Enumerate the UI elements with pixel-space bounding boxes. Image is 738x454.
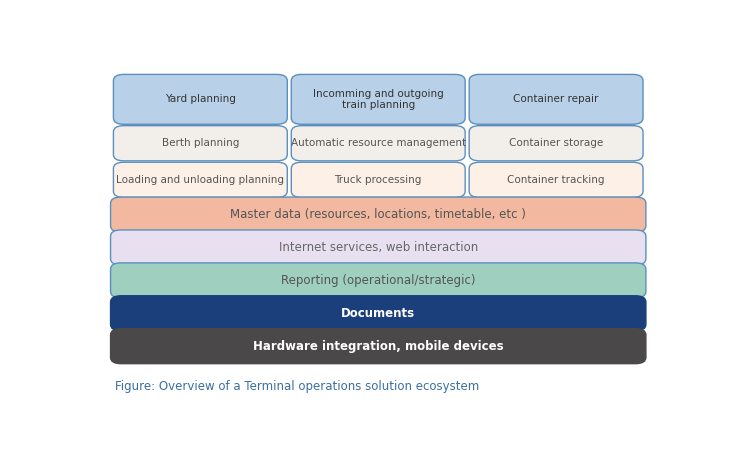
FancyBboxPatch shape [114,74,287,124]
Text: Container repair: Container repair [514,94,599,104]
FancyBboxPatch shape [292,162,465,197]
FancyBboxPatch shape [469,162,643,197]
Text: Hardware integration, mobile devices: Hardware integration, mobile devices [253,340,503,353]
Text: Container storage: Container storage [509,138,603,148]
Text: Incomming and outgoing
train planning: Incomming and outgoing train planning [313,89,444,110]
Text: Loading and unloading planning: Loading and unloading planning [117,175,284,185]
FancyBboxPatch shape [469,74,643,124]
FancyBboxPatch shape [292,126,465,161]
FancyBboxPatch shape [111,263,646,298]
Text: Berth planning: Berth planning [162,138,239,148]
FancyBboxPatch shape [114,162,287,197]
FancyBboxPatch shape [111,197,646,232]
FancyBboxPatch shape [292,74,465,124]
FancyBboxPatch shape [114,126,287,161]
FancyBboxPatch shape [111,296,646,331]
FancyBboxPatch shape [469,126,643,161]
FancyBboxPatch shape [111,329,646,364]
Text: Master data (resources, locations, timetable, etc ): Master data (resources, locations, timet… [230,208,526,221]
Text: Container tracking: Container tracking [507,175,605,185]
Text: Documents: Documents [341,307,415,320]
Text: Internet services, web interaction: Internet services, web interaction [279,241,477,254]
Text: Yard planning: Yard planning [165,94,235,104]
Text: Figure: Overview of a Terminal operations solution ecosystem: Figure: Overview of a Terminal operation… [115,380,480,393]
Text: Automatic resource management: Automatic resource management [291,138,466,148]
Text: Truck processing: Truck processing [334,175,422,185]
FancyBboxPatch shape [111,230,646,265]
Text: Reporting (operational/strategic): Reporting (operational/strategic) [281,274,475,287]
